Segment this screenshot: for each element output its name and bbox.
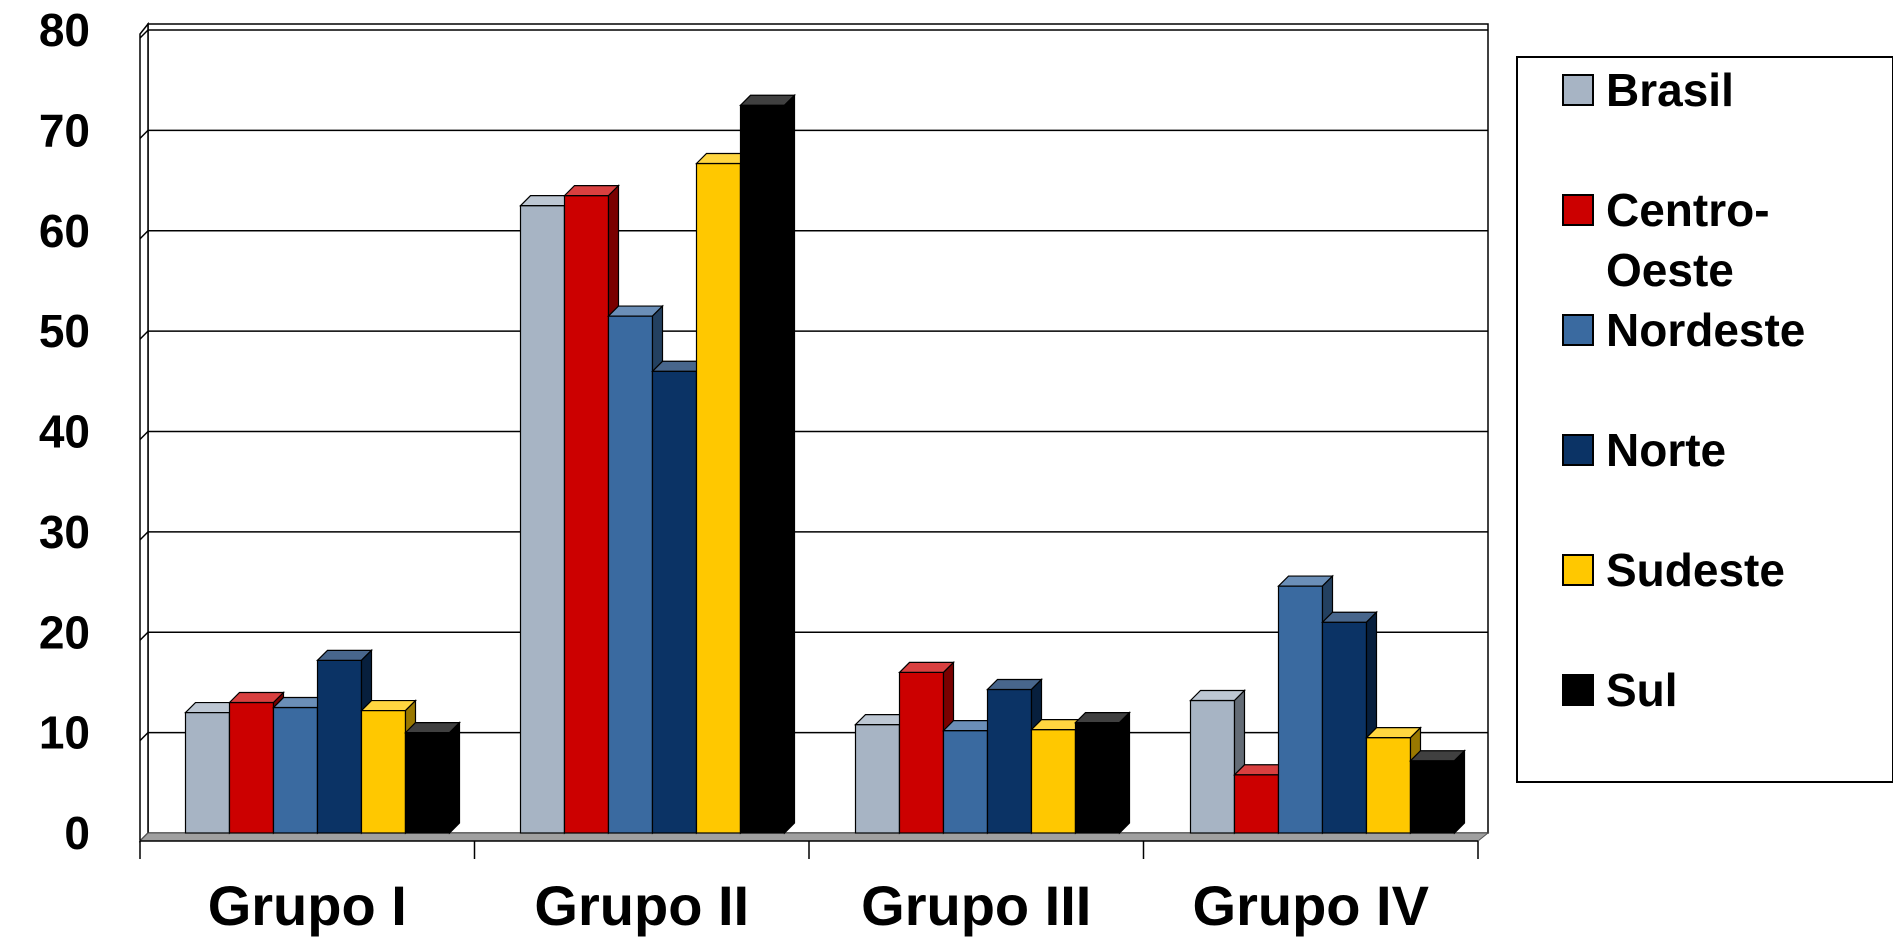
bars (184, 93, 1466, 835)
y-tick-label: 10 (39, 707, 90, 759)
x-axis: Grupo I Grupo II Grupo III Grupo IV (139, 840, 1479, 937)
legend-label: Norte (1606, 424, 1726, 476)
legend-swatch (1562, 194, 1594, 226)
y-tick-label: 30 (39, 506, 90, 558)
bar-front (1074, 721, 1121, 834)
bar-side (1453, 749, 1466, 835)
legend-swatch (1562, 314, 1594, 346)
y-tick-label: 40 (39, 406, 90, 458)
y-tick-label: 20 (39, 606, 90, 658)
bar-side (783, 93, 796, 835)
y-tick-label: 60 (39, 205, 90, 257)
legend-swatch (1562, 554, 1594, 586)
legend: Brasil Centro- Oeste Nordeste Norte Sudeste Su… (1516, 56, 1893, 783)
x-category-label: Grupo IV (1193, 874, 1429, 937)
bar-side (1118, 711, 1131, 835)
bar-front (607, 315, 654, 834)
bar-front (695, 162, 742, 834)
legend-label: Sudeste (1606, 544, 1785, 596)
legend-label: Brasil (1606, 64, 1734, 116)
bar (1074, 711, 1131, 835)
bar-front (404, 732, 451, 834)
gridline-side (139, 129, 149, 139)
gridline-side (139, 732, 149, 742)
bar-front (898, 671, 945, 834)
legend-item: Brasil (1562, 64, 1734, 116)
gridline-side (139, 330, 149, 340)
legend-label: Sul (1606, 664, 1678, 716)
y-tick-label: 80 (39, 4, 90, 56)
bar-front (1189, 699, 1236, 834)
y-tick-label: 70 (39, 104, 90, 156)
gridline-side (139, 230, 149, 240)
bar-front (651, 370, 698, 834)
bar-front (1409, 760, 1456, 834)
legend-item: Centro- Oeste (1562, 184, 1770, 296)
bar-front (519, 205, 566, 834)
x-category-label: Grupo I (208, 874, 407, 937)
x-category-label: Grupo II (534, 874, 749, 937)
bar-front (1030, 729, 1077, 834)
legend-swatch (1562, 434, 1594, 466)
bar-front (184, 711, 231, 834)
legend-label: Centro- (1606, 184, 1770, 236)
gridlines (139, 29, 1488, 742)
y-axis-ticks: 0 10 20 30 40 50 60 70 80 (39, 4, 90, 859)
legend-item: Sul (1562, 664, 1678, 716)
legend-swatch (1562, 74, 1594, 106)
legend-item: Nordeste (1562, 304, 1805, 356)
bar-front (1321, 621, 1368, 834)
bar (739, 93, 796, 835)
y-tick-label: 0 (64, 807, 90, 859)
bar-side (448, 721, 461, 835)
bar-front (563, 195, 610, 834)
bar-front (228, 701, 275, 834)
gridline-side (139, 631, 149, 641)
bar-front (942, 730, 989, 834)
bar-front (739, 104, 786, 834)
legend-swatch (1562, 674, 1594, 706)
bar-front (1233, 774, 1280, 834)
x-category-label: Grupo III (861, 874, 1091, 937)
legend-item: Sudeste (1562, 544, 1785, 596)
bar-front (1365, 737, 1412, 834)
legend-box (1516, 56, 1893, 783)
legend-label: Oeste (1606, 244, 1734, 296)
bar (1409, 749, 1466, 835)
gridline-side (139, 531, 149, 541)
gridline-side (139, 29, 149, 39)
bar (404, 721, 461, 835)
bar-front (272, 706, 319, 834)
floor (138, 832, 1490, 842)
y-tick-label: 50 (39, 305, 90, 357)
bar (1321, 610, 1378, 835)
legend-label: Nordeste (1606, 304, 1805, 356)
bar-front (1277, 585, 1324, 834)
legend-item: Norte (1562, 424, 1726, 476)
bar-front (986, 688, 1033, 834)
gridline-side (139, 430, 149, 441)
bar-front (854, 723, 901, 834)
bar-front (360, 709, 407, 834)
bar-front (316, 659, 363, 834)
bar (1189, 689, 1246, 835)
